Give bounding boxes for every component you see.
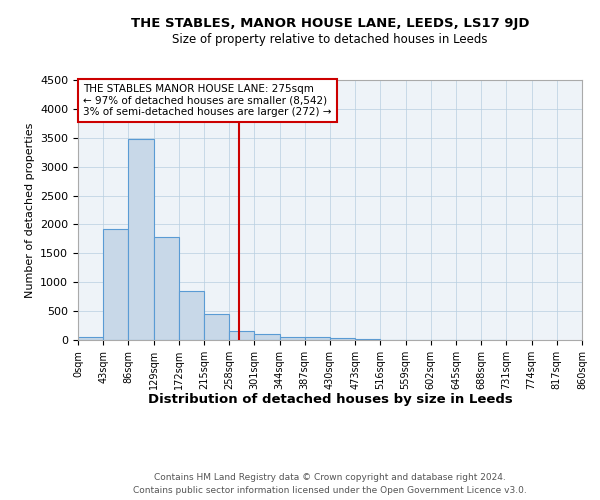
- Bar: [154, 237, 179, 340]
- Bar: [128, 139, 154, 340]
- Text: Distribution of detached houses by size in Leeds: Distribution of detached houses by size …: [148, 392, 512, 406]
- Text: THE STABLES MANOR HOUSE LANE: 275sqm
← 97% of detached houses are smaller (8,542: THE STABLES MANOR HOUSE LANE: 275sqm ← 9…: [83, 84, 332, 117]
- Y-axis label: Number of detached properties: Number of detached properties: [25, 122, 35, 298]
- Bar: [179, 291, 204, 340]
- Bar: [254, 334, 280, 340]
- Bar: [330, 338, 355, 340]
- Bar: [229, 331, 254, 340]
- Text: Size of property relative to detached houses in Leeds: Size of property relative to detached ho…: [172, 32, 488, 46]
- Bar: [103, 229, 128, 340]
- Bar: [280, 337, 305, 340]
- Bar: [355, 338, 380, 340]
- Text: Contains HM Land Registry data © Crown copyright and database right 2024.: Contains HM Land Registry data © Crown c…: [154, 472, 506, 482]
- Text: Contains public sector information licensed under the Open Government Licence v3: Contains public sector information licen…: [133, 486, 527, 495]
- Text: THE STABLES, MANOR HOUSE LANE, LEEDS, LS17 9JD: THE STABLES, MANOR HOUSE LANE, LEEDS, LS…: [131, 18, 529, 30]
- Bar: [305, 338, 330, 340]
- Bar: [78, 337, 103, 340]
- Bar: [204, 314, 229, 340]
